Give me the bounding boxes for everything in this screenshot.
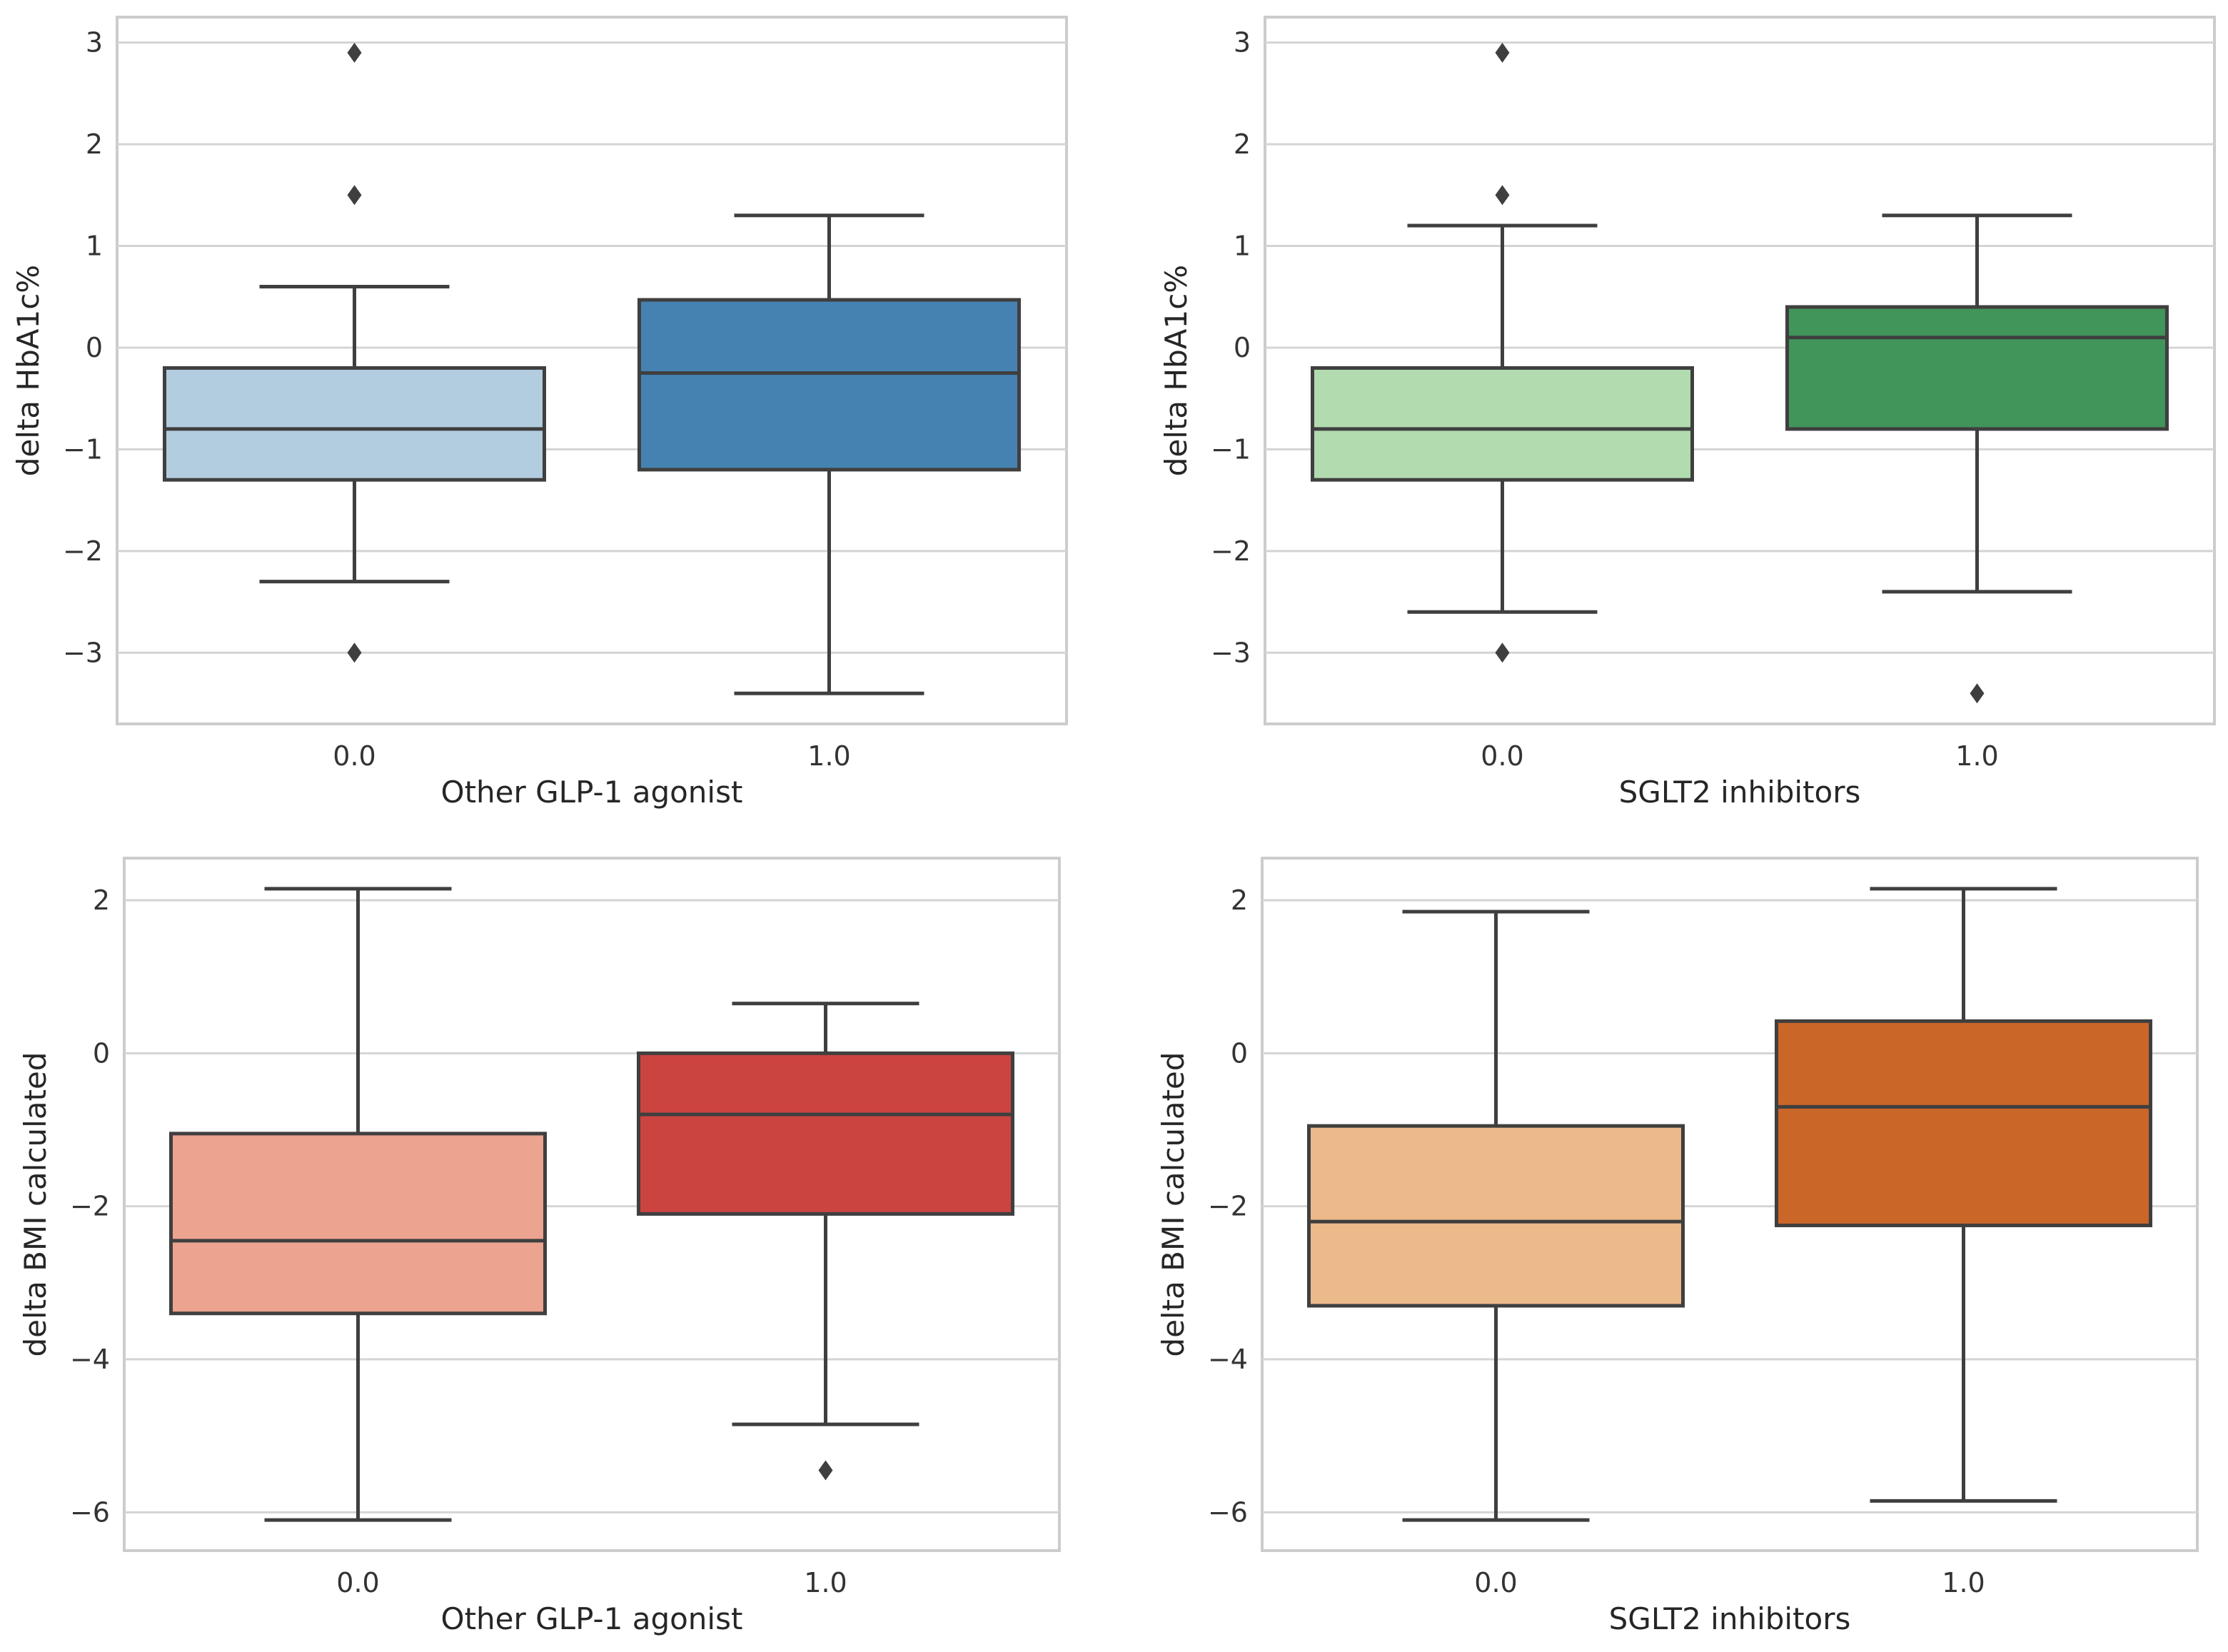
x-tick-label: 0.0	[336, 1567, 379, 1598]
panel-glp1-bmi: 2 0 −2 −4 −6 0.0 1.0 Other GLP-1 agonist…	[18, 857, 1061, 1636]
y-tick-label: −2	[1211, 535, 1251, 567]
y-tick-label: −6	[70, 1496, 110, 1528]
y-tick-label: −1	[1211, 433, 1251, 465]
y-tick-label: 3	[1234, 27, 1251, 59]
x-tick-label: 0.0	[333, 740, 375, 772]
y-tick-label: −4	[70, 1344, 110, 1375]
y-tick-label: 0	[93, 1037, 110, 1069]
y-axis-label: delta HbA1c%	[1159, 265, 1194, 476]
y-tick-label: 0	[86, 332, 103, 363]
box-1.0	[637, 1051, 1014, 1216]
outlier-point	[347, 643, 362, 663]
outlier-point	[347, 185, 362, 206]
y-tick-label: 2	[93, 885, 110, 916]
y-tick-label: −2	[70, 1191, 110, 1222]
y-tick-label: 0	[1234, 332, 1251, 363]
panel-sglt2-bmi: 2 0 −2 −4 −6 0.0 1.0 SGLT2 inhibitors de…	[1156, 857, 2199, 1636]
box-1.0	[1775, 1019, 2152, 1227]
x-tick-label: 1.0	[1942, 1567, 1985, 1598]
x-tick-label: 1.0	[1955, 740, 1998, 772]
y-tick-label: −1	[63, 433, 103, 465]
y-axis-label: delta BMI calculated	[1156, 1052, 1191, 1356]
y-tick-label: 2	[1234, 129, 1251, 160]
y-tick-label: 2	[1231, 885, 1248, 916]
outlier-point	[1495, 643, 1510, 663]
panel-glp1-hba1c: 3 2 1 0 −1 −2 −3 0.0 1.0 Other GLP-1 ago…	[11, 16, 1068, 810]
outlier-point	[818, 1460, 833, 1481]
y-tick-label: −2	[63, 535, 103, 567]
x-axis-label: Other GLP-1 agonist	[441, 1601, 743, 1636]
y-axis-label: delta BMI calculated	[18, 1052, 53, 1356]
y-tick-label: −6	[1208, 1496, 1248, 1528]
y-tick-label: 2	[86, 129, 103, 160]
box-0.0	[1311, 366, 1694, 482]
y-tick-label: 1	[86, 231, 103, 262]
x-tick-label: 1.0	[807, 740, 850, 772]
box-1.0	[637, 298, 1021, 472]
x-axis-label: SGLT2 inhibitors	[1619, 775, 1861, 810]
y-tick-label: 1	[1234, 231, 1251, 262]
x-axis-label: SGLT2 inhibitors	[1609, 1601, 1851, 1636]
y-tick-label: 3	[86, 27, 103, 59]
x-tick-label: 0.0	[1474, 1567, 1517, 1598]
box-0.0	[169, 1132, 547, 1316]
x-tick-label: 1.0	[804, 1567, 847, 1598]
x-axis-label: Other GLP-1 agonist	[441, 775, 743, 810]
outlier-point	[1970, 683, 1985, 704]
box-0.0	[1307, 1124, 1685, 1308]
box-0.0	[163, 366, 546, 482]
y-tick-label: −3	[1211, 637, 1251, 668]
panel-sglt2-hba1c: 3 2 1 0 −1 −2 −3 0.0 1.0 SGLT2 inhibitor…	[1159, 16, 2216, 810]
outlier-point	[1495, 185, 1510, 206]
x-tick-label: 0.0	[1481, 740, 1523, 772]
y-tick-label: 0	[1231, 1037, 1248, 1069]
outlier-point	[1495, 42, 1510, 63]
outlier-point	[347, 42, 362, 63]
y-tick-label: −4	[1208, 1344, 1248, 1375]
y-tick-label: −2	[1208, 1191, 1248, 1222]
y-axis-label: delta HbA1c%	[11, 265, 46, 476]
box-1.0	[1785, 305, 2169, 431]
y-tick-label: −3	[63, 637, 103, 668]
